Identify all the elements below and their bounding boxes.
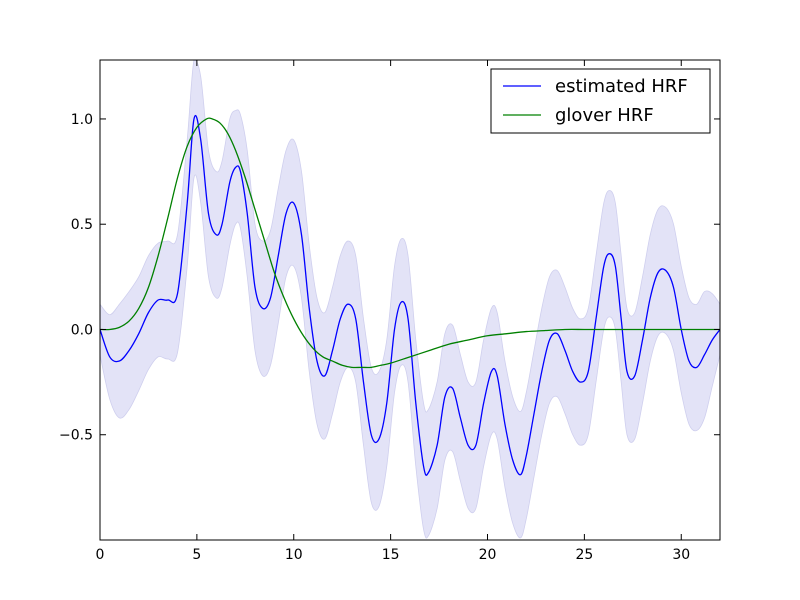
x-tick-label: 25 bbox=[575, 547, 593, 563]
y-tick-label: 0.5 bbox=[71, 217, 93, 233]
y-tick-label: 0.0 bbox=[71, 322, 93, 338]
legend-box bbox=[490, 68, 711, 134]
x-tick-label: 0 bbox=[96, 547, 105, 563]
legend-label-glover-hrf: glover HRF bbox=[555, 105, 654, 126]
series-line-estimated-hrf bbox=[100, 114, 720, 476]
x-tick-label: 20 bbox=[479, 547, 497, 563]
x-tick-label: 15 bbox=[382, 547, 400, 563]
series-line-glover-hrf bbox=[100, 117, 720, 369]
y-tick-label: −0.5 bbox=[59, 428, 93, 444]
series-lines-layer bbox=[100, 114, 720, 476]
y-tick-label: 1.0 bbox=[71, 112, 93, 128]
legend-label-estimated-hrf: estimated HRF bbox=[555, 76, 688, 97]
plot-frame bbox=[99, 59, 721, 541]
legend: estimated HRF glover HRF bbox=[490, 68, 711, 134]
x-tick-label: 10 bbox=[285, 547, 303, 563]
x-tick-label: 30 bbox=[672, 547, 690, 563]
x-tick-label: 5 bbox=[192, 547, 201, 563]
axis-ticks-layer: 0 5 10 15 20 25 30 −0.5 0.0 0.5 1.0 bbox=[59, 60, 720, 563]
